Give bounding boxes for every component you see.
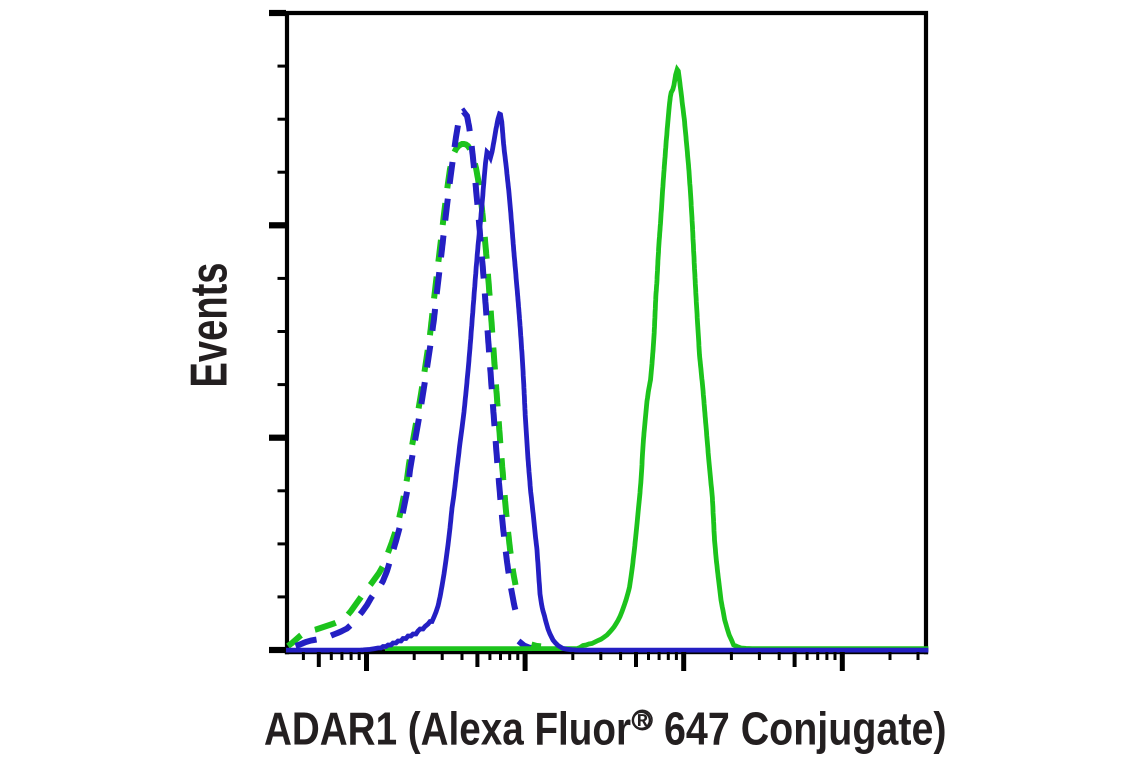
svg-text:647 Conjugate): 647 Conjugate): [664, 703, 947, 755]
svg-text:ADAR1 (Alexa Fluor: ADAR1 (Alexa Fluor: [264, 703, 631, 755]
svg-text:Events: Events: [181, 263, 239, 388]
